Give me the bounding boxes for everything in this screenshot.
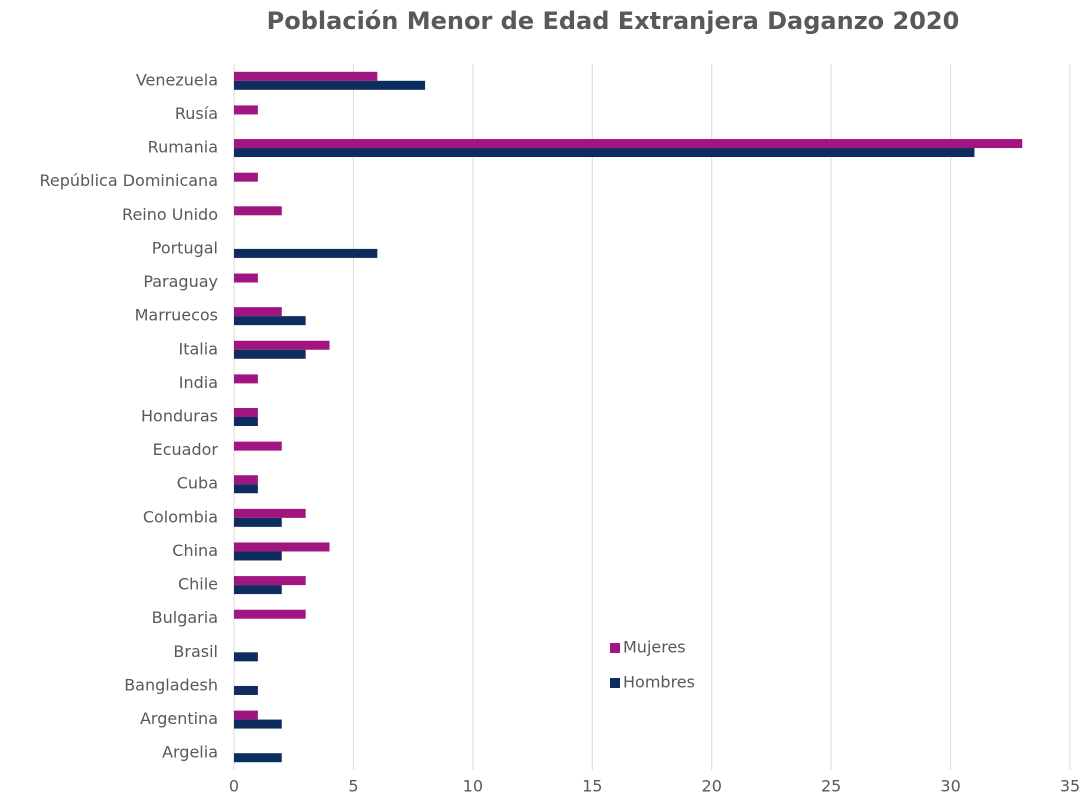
y-tick-label: Cuba	[177, 474, 218, 493]
x-tick-label: 0	[229, 777, 239, 796]
bar	[234, 248, 378, 258]
bar	[234, 148, 975, 158]
legend-swatch	[610, 678, 620, 688]
bar	[234, 710, 258, 720]
bar	[234, 484, 258, 494]
bar	[234, 517, 282, 527]
x-tick-label: 15	[582, 777, 602, 796]
bar	[234, 753, 282, 763]
y-tick-label: República Dominicana	[39, 171, 218, 190]
y-tick-label: Bulgaria	[152, 608, 218, 627]
bar	[234, 273, 258, 283]
y-tick-label: China	[172, 541, 218, 560]
bar	[234, 576, 306, 586]
bar	[234, 609, 306, 619]
bar	[234, 307, 282, 317]
bar	[234, 105, 258, 115]
y-tick-label: Colombia	[143, 507, 218, 526]
y-tick-label: Bangladesh	[124, 675, 218, 694]
x-tick-label: 25	[821, 777, 841, 796]
y-tick-label: Portugal	[152, 238, 218, 257]
legend-label: Hombres	[623, 673, 695, 692]
y-tick-label: Ecuador	[153, 440, 219, 459]
y-tick-label: Rumania	[148, 138, 218, 157]
y-tick-label: Venezuela	[136, 70, 218, 89]
y-tick-label: Italia	[179, 339, 219, 358]
bar	[234, 719, 282, 729]
y-tick-label: Chile	[178, 575, 218, 594]
bar	[234, 80, 426, 90]
x-tick-label: 35	[1060, 777, 1080, 796]
x-tick-label: 20	[702, 777, 722, 796]
x-tick-label: 10	[463, 777, 483, 796]
y-tick-label: Honduras	[141, 407, 218, 426]
bar	[234, 551, 282, 561]
bar	[234, 417, 258, 426]
y-tick-label: Reino Unido	[122, 205, 218, 224]
bar	[234, 652, 258, 662]
bar	[234, 585, 282, 595]
y-tick-label: Marruecos	[135, 306, 218, 325]
bar	[234, 206, 282, 216]
bar	[234, 408, 258, 417]
bar	[234, 71, 378, 81]
y-tick-label: India	[179, 373, 218, 392]
chart-title: Población Menor de Edad Extranjera Dagan…	[267, 7, 960, 35]
bar	[234, 374, 258, 384]
x-tick-label: 5	[348, 777, 358, 796]
bar	[234, 542, 330, 552]
legend-label: Mujeres	[623, 638, 686, 657]
y-tick-label: Paraguay	[143, 272, 218, 291]
bar	[234, 316, 306, 326]
y-tick-label: Argelia	[162, 743, 218, 762]
y-tick-label: Brasil	[173, 642, 218, 661]
bar	[234, 508, 306, 518]
bar	[234, 340, 330, 350]
legend-swatch	[610, 643, 620, 653]
bar	[234, 475, 258, 485]
bar	[234, 685, 258, 695]
y-tick-label: Rusía	[175, 104, 218, 123]
bar	[234, 441, 282, 451]
y-tick-label: Argentina	[140, 709, 218, 728]
x-tick-label: 30	[940, 777, 960, 796]
bar	[234, 139, 1023, 149]
bar	[234, 172, 258, 182]
bar	[234, 349, 306, 359]
